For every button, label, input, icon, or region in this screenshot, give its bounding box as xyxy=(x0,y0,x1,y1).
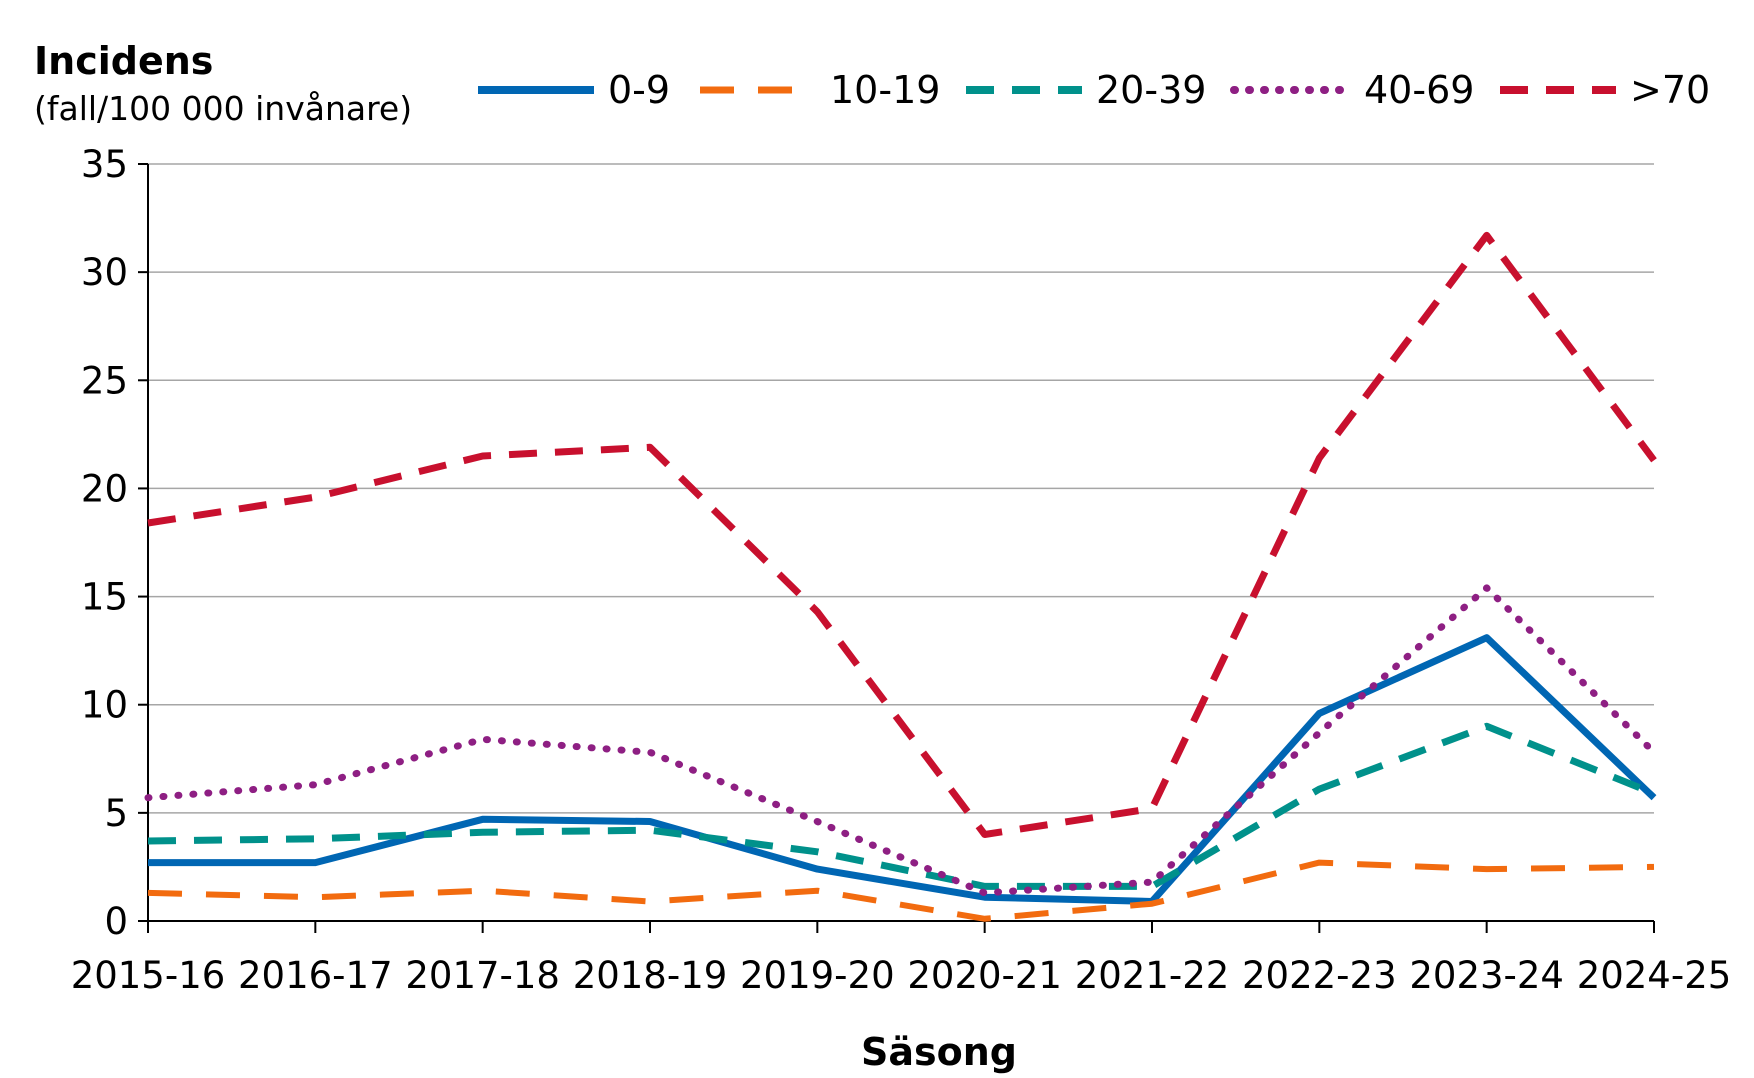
legend-label: 40-69 xyxy=(1364,68,1474,112)
axes xyxy=(138,163,1655,933)
y-tick-label: 25 xyxy=(81,359,128,402)
x-tick-labels: 2015-16 2016-17 2017-18 2018-19 2019-20 2020-… xyxy=(71,954,1732,997)
series-lines xyxy=(144,231,1658,922)
series-line-70 xyxy=(147,231,1657,838)
series-line-09 xyxy=(148,634,1657,905)
y-tick-label: 10 xyxy=(81,684,128,727)
legend: 0-9 10-19 20-39 40-69 >70 xyxy=(478,68,1710,112)
y-axis-title: Incidens xyxy=(34,39,213,83)
y-tick-label: 0 xyxy=(104,900,128,943)
y-tick-label: 30 xyxy=(81,251,128,294)
y-tick-labels: 0 5 10 15 20 25 30 35 xyxy=(81,143,128,943)
y-tick-label: 5 xyxy=(104,792,128,835)
x-tick-label: 2020-21 xyxy=(907,954,1062,997)
x-tick-label: 2024-25 xyxy=(1577,954,1732,997)
x-tick-label: 2023-24 xyxy=(1409,954,1564,997)
y-tick-label: 15 xyxy=(81,576,128,619)
x-tick-label: 2021-22 xyxy=(1075,954,1230,997)
y-tick-label: 20 xyxy=(81,467,128,510)
legend-label: 20-39 xyxy=(1096,68,1206,112)
legend-label: 0-9 xyxy=(608,68,670,112)
x-tick-label: 2015-16 xyxy=(71,954,226,997)
y-axis-unit: (fall/100 000 invånare) xyxy=(34,89,412,128)
series-line-2039 xyxy=(147,722,1656,890)
x-tick-label: 2019-20 xyxy=(740,954,895,997)
x-tick-label: 2018-19 xyxy=(573,954,728,997)
x-axis-title: Säsong xyxy=(861,1030,1017,1074)
x-tick-label: 2016-17 xyxy=(238,954,393,997)
series-line-1019 xyxy=(147,859,1655,922)
x-tick-label: 2022-23 xyxy=(1242,954,1397,997)
y-tick-label: 35 xyxy=(81,143,128,186)
gridlines xyxy=(148,163,1654,814)
series-line-4069 xyxy=(144,584,1658,897)
legend-label: >70 xyxy=(1630,68,1710,112)
legend-label: 10-19 xyxy=(830,68,940,112)
x-tick-label: 2017-18 xyxy=(405,954,560,997)
